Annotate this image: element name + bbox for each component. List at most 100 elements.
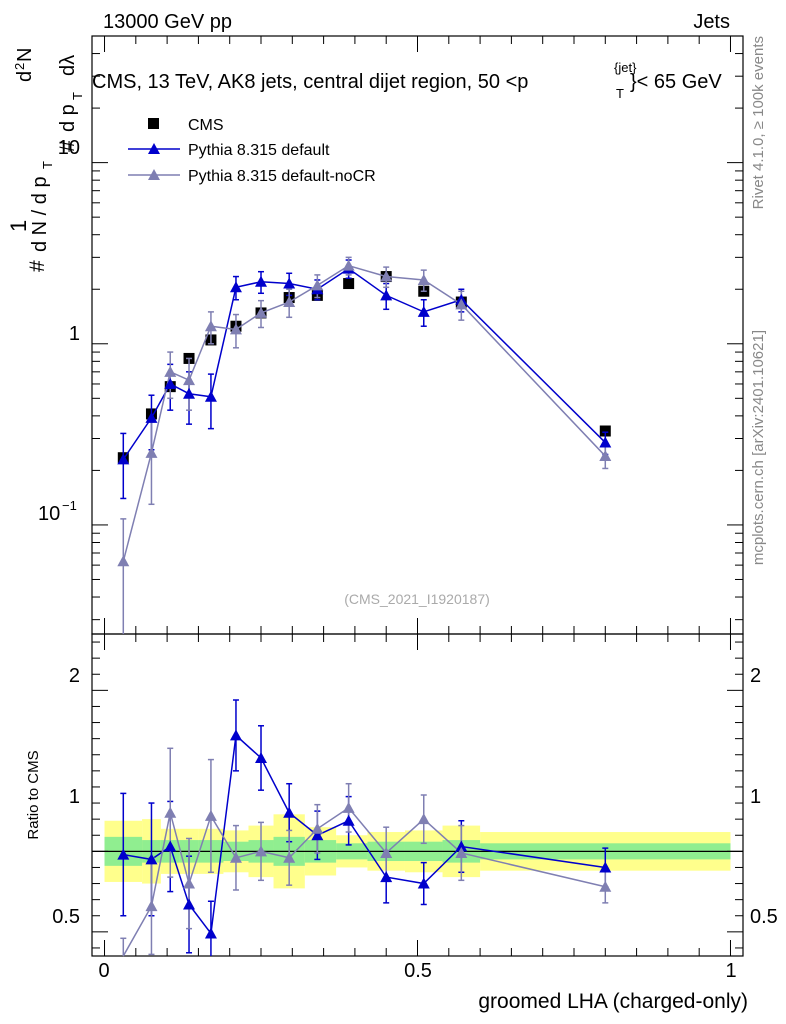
y-title-hash1: #	[26, 260, 49, 272]
nocr-point	[204, 320, 217, 332]
default-point	[164, 377, 177, 389]
ratio-y-tick-right-1: 1	[750, 786, 761, 808]
y-tick-label-0.1-exp: −1	[62, 498, 77, 513]
nocr-point	[417, 273, 430, 285]
main-title-sup: {jet}	[614, 60, 637, 75]
x-axis-title: groomed LHA (charged-only)	[478, 990, 748, 1013]
y-title-dp: d p	[57, 104, 79, 132]
y-title-d2-n: N	[14, 48, 36, 62]
legend-marker-cms	[148, 118, 159, 129]
ratio-nocr-point	[204, 809, 217, 821]
ratio-y-tick-1: 1	[69, 786, 80, 808]
nocr-point	[183, 374, 196, 386]
ratio-default-point	[417, 877, 430, 889]
legend-label-cms: CMS	[188, 117, 224, 134]
ratio-default-point	[229, 729, 242, 741]
default-point	[283, 277, 296, 289]
ratio-nocr-point	[145, 900, 158, 912]
x-tick-labels: 0 0.5 1	[98, 960, 736, 982]
legend-label-default: Pythia 8.315 default	[188, 142, 330, 159]
default-point	[145, 411, 158, 423]
nocr-point	[283, 296, 296, 308]
ratio-default-point	[599, 861, 612, 873]
y-tick-label-1: 1	[69, 323, 80, 345]
ratio-default-point	[380, 871, 393, 883]
default-point	[255, 275, 268, 287]
cms-point	[343, 278, 355, 290]
y-title-dn-sub: T	[40, 161, 55, 169]
nocr-point	[311, 279, 324, 291]
ratio-y-tick-0.5: 0.5	[52, 906, 80, 928]
y-title-dp-sub: T	[70, 92, 85, 100]
nocr-point	[164, 365, 177, 377]
y-tick-label-10: 10	[58, 137, 80, 159]
ratio-nocr-point	[164, 806, 177, 818]
ratio-nocr-point	[417, 813, 430, 825]
axes-ticks	[92, 35, 743, 956]
ratio-nocr-point	[255, 845, 268, 857]
ratio-line-default	[123, 733, 606, 936]
y-title-one: 1	[6, 220, 31, 232]
y-title-dn: d N / d p	[29, 176, 51, 252]
energy-label: 13000 GeV pp	[103, 11, 232, 33]
ratio-default-point	[311, 829, 324, 841]
ratio-default-point	[283, 806, 296, 818]
default-point	[229, 281, 242, 293]
nocr-point	[599, 450, 612, 462]
ratio-default-point	[183, 898, 196, 910]
ratio-default-point	[164, 840, 177, 852]
y-title-d2-sup: 2	[12, 63, 27, 70]
default-point	[380, 289, 393, 301]
ratio-nocr-point	[229, 851, 242, 863]
ratio-default-point	[117, 848, 130, 860]
default-point	[183, 387, 196, 399]
default-point	[417, 305, 430, 317]
legend-label-nocr: Pythia 8.315 default-noCR	[188, 168, 376, 185]
ratio-nocr-point	[283, 851, 296, 863]
default-point	[117, 453, 130, 465]
main-title-end: }< 65 GeV	[630, 71, 722, 93]
cms-point	[599, 425, 611, 437]
nocr-point	[117, 555, 130, 567]
nocr-point	[342, 259, 355, 271]
legend-marker-nocr	[148, 169, 160, 180]
main-y-tick-labels: 10 −1 1 10	[38, 137, 80, 525]
ratio-line-nocr	[122, 806, 606, 957]
ratio-nocr-point	[455, 846, 468, 858]
ratio-default-point	[455, 840, 468, 852]
ratio-y-tick-2: 2	[69, 665, 80, 687]
y-title-d2: d	[14, 71, 36, 82]
ratio-nocr-point	[342, 801, 355, 813]
main-y-axis-title: # 1 d N / d p T # d 2 N d p T dλ	[6, 48, 85, 272]
y-title-dlambda: dλ	[57, 55, 79, 76]
ratio-default-point	[145, 853, 158, 865]
rivet-version-label: Rivet 4.1.0, ≥ 100k events	[750, 36, 767, 209]
main-title-text: CMS, 13 TeV, AK8 jets, central dijet reg…	[92, 71, 528, 93]
nocr-point	[380, 270, 393, 282]
mcplots-label: mcplots.cern.ch [arXiv:2401.10621]	[750, 330, 767, 565]
legend: CMS Pythia 8.315 default Pythia 8.315 de…	[128, 117, 376, 185]
analysis-id: (CMS_2021_I1920187)	[344, 591, 490, 607]
x-tick-label-0.5: 0.5	[404, 960, 432, 982]
ratio-y-tick-right-2: 2	[750, 665, 761, 687]
nocr-point	[145, 446, 158, 458]
main-series-layer	[117, 256, 612, 634]
default-point	[204, 390, 217, 402]
ratio-nocr-point	[380, 846, 393, 858]
nocr-point	[255, 306, 268, 318]
ratio-y-tick-right-0.5: 0.5	[750, 906, 778, 928]
legend-marker-default	[148, 143, 160, 154]
ratio-nocr-point	[599, 880, 612, 892]
ratio-y-axis-title: Ratio to CMS	[25, 750, 42, 839]
ratio-nocr-point	[311, 822, 324, 834]
ratio-default-point	[204, 927, 217, 939]
y-tick-label-0.1: 10	[38, 503, 60, 525]
y-title-hash2: #	[56, 140, 79, 152]
nocr-point	[229, 323, 242, 335]
category-label: Jets	[693, 11, 730, 33]
main-title-sub: T	[616, 86, 624, 101]
ratio-y-tick-labels: 0.5 1 2 0.5 1 2	[52, 665, 778, 928]
x-tick-label-1: 1	[725, 960, 736, 982]
x-tick-label-0: 0	[98, 960, 109, 982]
